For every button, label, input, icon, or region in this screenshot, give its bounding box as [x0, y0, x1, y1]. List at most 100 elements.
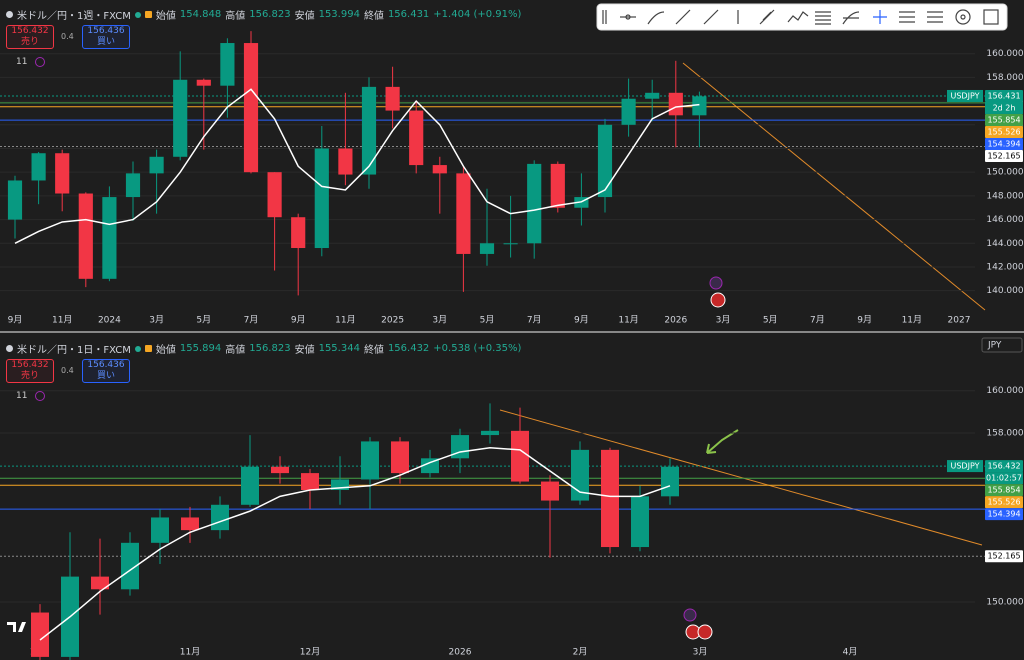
candle-body [271, 466, 289, 474]
buy-price: 156.436 [87, 360, 125, 370]
symbol-icon [6, 345, 13, 352]
x-tick-label: 9月 [291, 315, 306, 326]
x-tick-label: 7月 [527, 315, 542, 326]
sell-button[interactable]: 156.432 売り [6, 359, 54, 383]
status-dot [134, 345, 141, 352]
countdown-tag [985, 101, 1023, 114]
buy-price: 156.436 [87, 26, 125, 36]
candle-body [432, 165, 447, 174]
price-tag [985, 113, 1023, 126]
price-tag-label: 156.432 [987, 462, 1020, 471]
candle-body [149, 156, 164, 174]
y-tick-label: 148.000 [986, 191, 1023, 201]
candle-body [331, 479, 349, 490]
candle-body [541, 481, 559, 501]
x-tick-label: 2月 [573, 647, 588, 658]
ohlc-value: 156.823 [249, 343, 291, 354]
y-tick-label: 160.000 [986, 49, 1023, 59]
symbol-tag [947, 89, 983, 102]
ohlc-label: 始値 [155, 345, 176, 356]
x-tick-label: 5月 [763, 315, 778, 326]
status-dot [134, 11, 141, 18]
candle-body [211, 504, 229, 531]
buy-label: 買い [96, 371, 115, 381]
candle-body [301, 473, 319, 490]
x-tick-label: 11月 [335, 315, 355, 326]
candle-body [220, 43, 235, 86]
candle-body [597, 124, 613, 198]
candle-body [391, 441, 409, 474]
x-tick-label: 11月 [618, 315, 638, 326]
y-tick-label: 140.000 [986, 286, 1023, 296]
price-tag-label: 155.854 [987, 486, 1020, 495]
ohlc-label: 高値 [225, 11, 246, 22]
currency-box [981, 337, 1023, 353]
symbol-tag-label: USDJPY [951, 91, 980, 100]
indicator-count: 11 [16, 57, 28, 67]
ohlc-value: 155.344 [318, 343, 360, 354]
price-tag [985, 496, 1023, 509]
candle-body [661, 466, 679, 497]
x-tick-label: 11月 [180, 647, 200, 658]
tv-logo [5, 618, 31, 634]
ohlc-value: 156.432 [387, 343, 430, 354]
candle-body [385, 86, 400, 111]
candle-body [550, 163, 565, 208]
sell-label: 売り [20, 37, 39, 47]
y-tick-label: 142.000 [986, 262, 1023, 272]
candle-body [338, 148, 353, 175]
ohlc-label: 終値 [363, 11, 384, 22]
candle-body [527, 163, 542, 244]
candle-body [31, 612, 49, 657]
trend-line [682, 62, 986, 311]
change-value: +1.404 (+0.91%) [433, 9, 522, 20]
symbol-tag [947, 460, 983, 473]
ohlc-label: 終値 [363, 345, 384, 356]
candle-body [621, 98, 636, 125]
legend-row: 米ドル／円・1日・FXCM 始値 155.894 高値 156.823 安値 155.344… [6, 341, 521, 356]
candle-body [314, 148, 329, 249]
x-tick-label: 2026 [664, 316, 687, 326]
price-tag-label: 154.394 [987, 139, 1020, 148]
x-tick-label: 3月 [149, 315, 164, 326]
price-tag [985, 508, 1023, 521]
candle-body [456, 173, 471, 254]
buy-button[interactable]: 156.436 買い [82, 25, 130, 49]
x-tick-label: 2025 [381, 316, 404, 326]
countdown-tag [985, 472, 1023, 485]
x-tick-label: 12月 [300, 647, 320, 658]
price-tag-label: 154.394 [987, 510, 1020, 519]
ohlc-value: 156.431 [387, 9, 430, 20]
indicator-row: 11 [8, 391, 46, 401]
candle-body [7, 180, 23, 220]
x-tick-label: 3月 [693, 647, 708, 658]
y-tick-label: 150.000 [986, 597, 1023, 607]
candle-body [78, 193, 93, 279]
candle-body [267, 172, 282, 218]
price-tag [985, 137, 1023, 150]
indicator-count: 11 [16, 391, 28, 401]
candle-body [601, 449, 619, 548]
x-tick-label: 3月 [432, 315, 447, 326]
buy-button[interactable]: 156.436 買い [82, 359, 130, 383]
symbol-icon [6, 11, 13, 18]
price-tag-label: 156.431 [987, 91, 1020, 100]
candle-body [291, 217, 306, 249]
price-tag [985, 89, 1023, 102]
candle-body [125, 173, 141, 198]
sell-button[interactable]: 156.432 売り [6, 25, 54, 49]
candle-body [481, 430, 499, 436]
countdown-label: 01:02:57 [986, 474, 1022, 483]
candle-body [409, 110, 424, 166]
candle-body [451, 435, 469, 459]
price-tag-label: 152.165 [987, 151, 1020, 160]
y-tick-label: 150.000 [986, 168, 1023, 178]
legend-row: 米ドル／円・1週・FXCM 始値 154.848 高値 156.823 安値 153.994… [6, 7, 521, 22]
sell-price: 156.432 [11, 26, 49, 36]
x-tick-label: 11月 [902, 315, 922, 326]
indicator-icon [35, 391, 46, 401]
candle-body [503, 243, 518, 245]
change-value: +0.538 (+0.35%) [433, 343, 522, 354]
ohlc-value: 153.994 [318, 9, 360, 20]
